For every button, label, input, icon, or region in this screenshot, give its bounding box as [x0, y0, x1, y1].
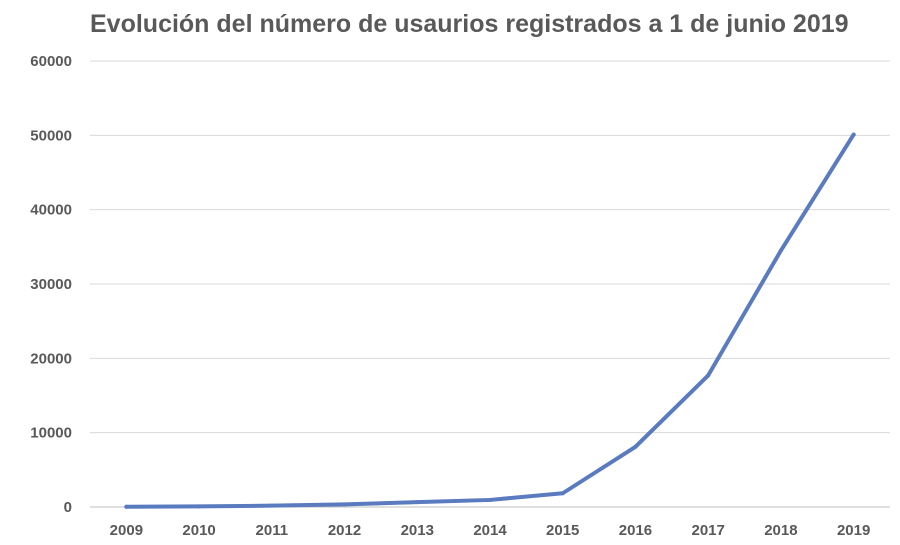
- x-tick-label: 2013: [401, 522, 434, 539]
- y-tick-label: 60000: [30, 53, 72, 70]
- series-layer: [124, 132, 856, 509]
- data-point: [415, 500, 420, 505]
- y-tick-label: 10000: [30, 425, 72, 442]
- y-tick-label: 40000: [30, 202, 72, 219]
- data-point: [706, 373, 711, 378]
- data-point: [633, 444, 638, 449]
- y-tick-label: 0: [64, 499, 72, 516]
- y-axis-tick-labels: 0 10000 20000 30000 40000 50000 60000: [30, 53, 72, 516]
- y-tick-label: 30000: [30, 276, 72, 293]
- x-tick-label: 2011: [256, 522, 289, 539]
- data-point: [488, 497, 492, 502]
- data-point: [778, 248, 783, 253]
- x-tick-label: 2015: [546, 522, 579, 539]
- x-tick-label: 2016: [619, 522, 652, 539]
- y-tick-label: 50000: [30, 127, 72, 144]
- data-point: [269, 503, 274, 508]
- x-tick-label: 2010: [182, 522, 215, 539]
- data-point: [342, 502, 347, 507]
- x-tick-label: 2019: [837, 522, 870, 539]
- data-point: [197, 504, 202, 509]
- x-tick-label: 2018: [764, 522, 797, 539]
- data-point: [851, 132, 856, 137]
- data-point: [560, 491, 565, 496]
- series-line: [124, 132, 856, 509]
- data-point: [124, 504, 129, 509]
- chart-title: Evolución del número de usaurios registr…: [90, 10, 849, 38]
- x-axis-tick-labels: 2009 2010 2011 2012 2013 2014 2015 2016 2017 2018…: [110, 522, 871, 539]
- x-tick-label: 2014: [473, 522, 507, 539]
- gridlines: [90, 60, 890, 508]
- x-tick-label: 2017: [691, 522, 724, 539]
- x-tick-label: 2012: [328, 522, 361, 539]
- x-tick-label: 2009: [110, 522, 143, 539]
- y-tick-label: 20000: [30, 350, 72, 367]
